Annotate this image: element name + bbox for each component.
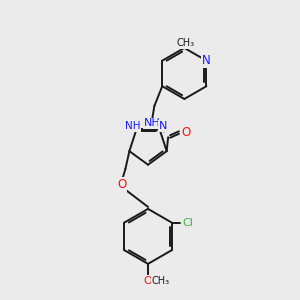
Text: O: O xyxy=(181,126,190,139)
Text: NH: NH xyxy=(125,121,140,131)
Text: O: O xyxy=(117,178,126,191)
Text: N: N xyxy=(159,121,168,131)
Text: CH₃: CH₃ xyxy=(176,38,194,48)
Text: CH₃: CH₃ xyxy=(152,275,170,286)
Text: NH: NH xyxy=(144,118,161,128)
Text: Cl: Cl xyxy=(182,218,193,228)
Text: N: N xyxy=(202,54,211,67)
Text: O: O xyxy=(144,275,152,286)
